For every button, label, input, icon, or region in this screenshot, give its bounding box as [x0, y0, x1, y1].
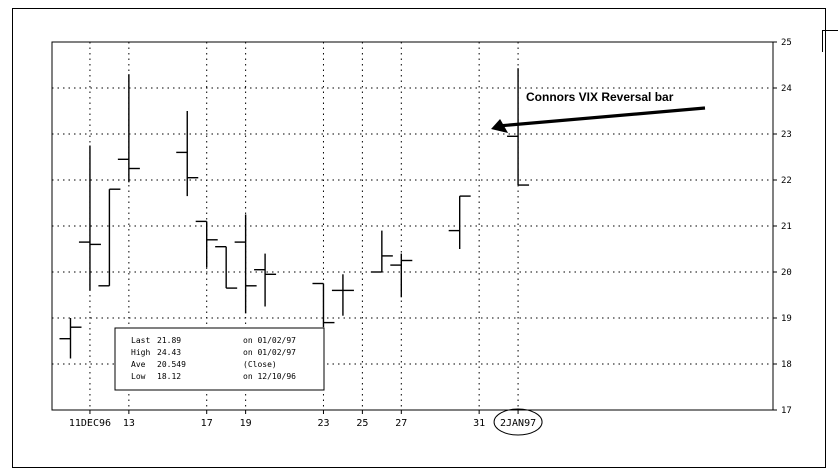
y-tick-label-17: 17 [781, 406, 792, 416]
x-tick-label-19: 19 [240, 418, 252, 429]
stat-value-0: 21.89 [157, 336, 181, 345]
ohlc-bar-1996-12-24 [331, 274, 354, 316]
x-tick-label-13: 13 [123, 418, 135, 429]
x-tick-label-2JAN97: 2JAN97 [500, 418, 536, 429]
annotation-arrow-shaft [497, 106, 706, 128]
stat-note-2: (Close) [243, 360, 277, 369]
y-tick-label-18: 18 [781, 360, 792, 370]
stats-box: Last 21.89 on 01/02/97 High 24.43 on 01/02/97… [114, 327, 325, 391]
annotation-text: Connors VIX Reversal bar [526, 90, 674, 104]
x-tick-circle-2JAN97 [493, 408, 543, 436]
y-tick-label-22: 22 [781, 176, 792, 186]
ohlc-bar-1996-12-20 [254, 253, 277, 307]
x-tick-label-17: 17 [201, 418, 213, 429]
ohlc-bar-1996-12-13 [117, 74, 140, 183]
stat-note-1: on 01/02/97 [243, 348, 296, 357]
ohlc-bar-1996-12-19 [234, 214, 257, 314]
x-tick-label-11DEC96: 11DEC96 [69, 418, 111, 429]
y-tick-label-25: 25 [781, 38, 792, 48]
stat-label-2: Ave [131, 360, 146, 369]
ohlc-bar-1996-12-27 [390, 253, 413, 298]
stat-note-3: on 12/10/96 [243, 372, 296, 381]
stat-note-0: on 01/02/97 [243, 336, 296, 345]
x-tick-label-23: 23 [317, 418, 329, 429]
stat-label-0: Last [131, 336, 150, 345]
ohlc-bar-1996-12-11 [78, 145, 101, 291]
x-tick-label-25: 25 [356, 418, 368, 429]
axes [51, 41, 777, 414]
ohlc-bar-1996-12-10 [59, 318, 82, 359]
ohlc-bar-1997-01-02 [507, 68, 530, 186]
stats-box-border [114, 327, 325, 391]
chart-frame [12, 8, 826, 468]
ohlc-bar-1996-12-16 [176, 111, 199, 197]
annotation: Connors VIX Reversal bar [491, 90, 706, 133]
ohlc-bar-1996-12-12 [98, 188, 121, 287]
stat-value-3: 18.12 [157, 372, 181, 381]
stat-label-3: Low [131, 372, 146, 381]
ohlc-bar-1996-12-30 [448, 195, 471, 249]
y-tick-label-23: 23 [781, 130, 792, 140]
stat-label-1: High [131, 348, 150, 357]
y-tick-label-20: 20 [781, 268, 792, 278]
y-axis-labels: 17 18 19 20 21 22 23 24 25 [781, 38, 792, 416]
x-axis-labels: 11DEC96 13 17 19 23 25 27 31 2JAN97 [69, 408, 543, 436]
corner-mark [822, 30, 838, 52]
annotation-arrow-head [491, 119, 509, 133]
stat-value-1: 24.43 [157, 348, 181, 357]
x-tick-label-27: 27 [395, 418, 407, 429]
ohlc-bar-1996-12-26 [370, 230, 393, 273]
ohlc-bar-1996-12-18 [215, 245, 238, 289]
stat-value-2: 20.549 [157, 360, 186, 369]
x-tick-label-31: 31 [473, 418, 485, 429]
ohlc-bar-1996-12-23 [312, 282, 335, 328]
y-tick-label-19: 19 [781, 314, 792, 324]
grid-lines [52, 42, 773, 410]
ohlc-bar-1996-12-17 [195, 220, 218, 268]
ohlc-bars [59, 68, 530, 359]
y-tick-label-21: 21 [781, 222, 792, 232]
y-tick-label-24: 24 [781, 84, 792, 94]
